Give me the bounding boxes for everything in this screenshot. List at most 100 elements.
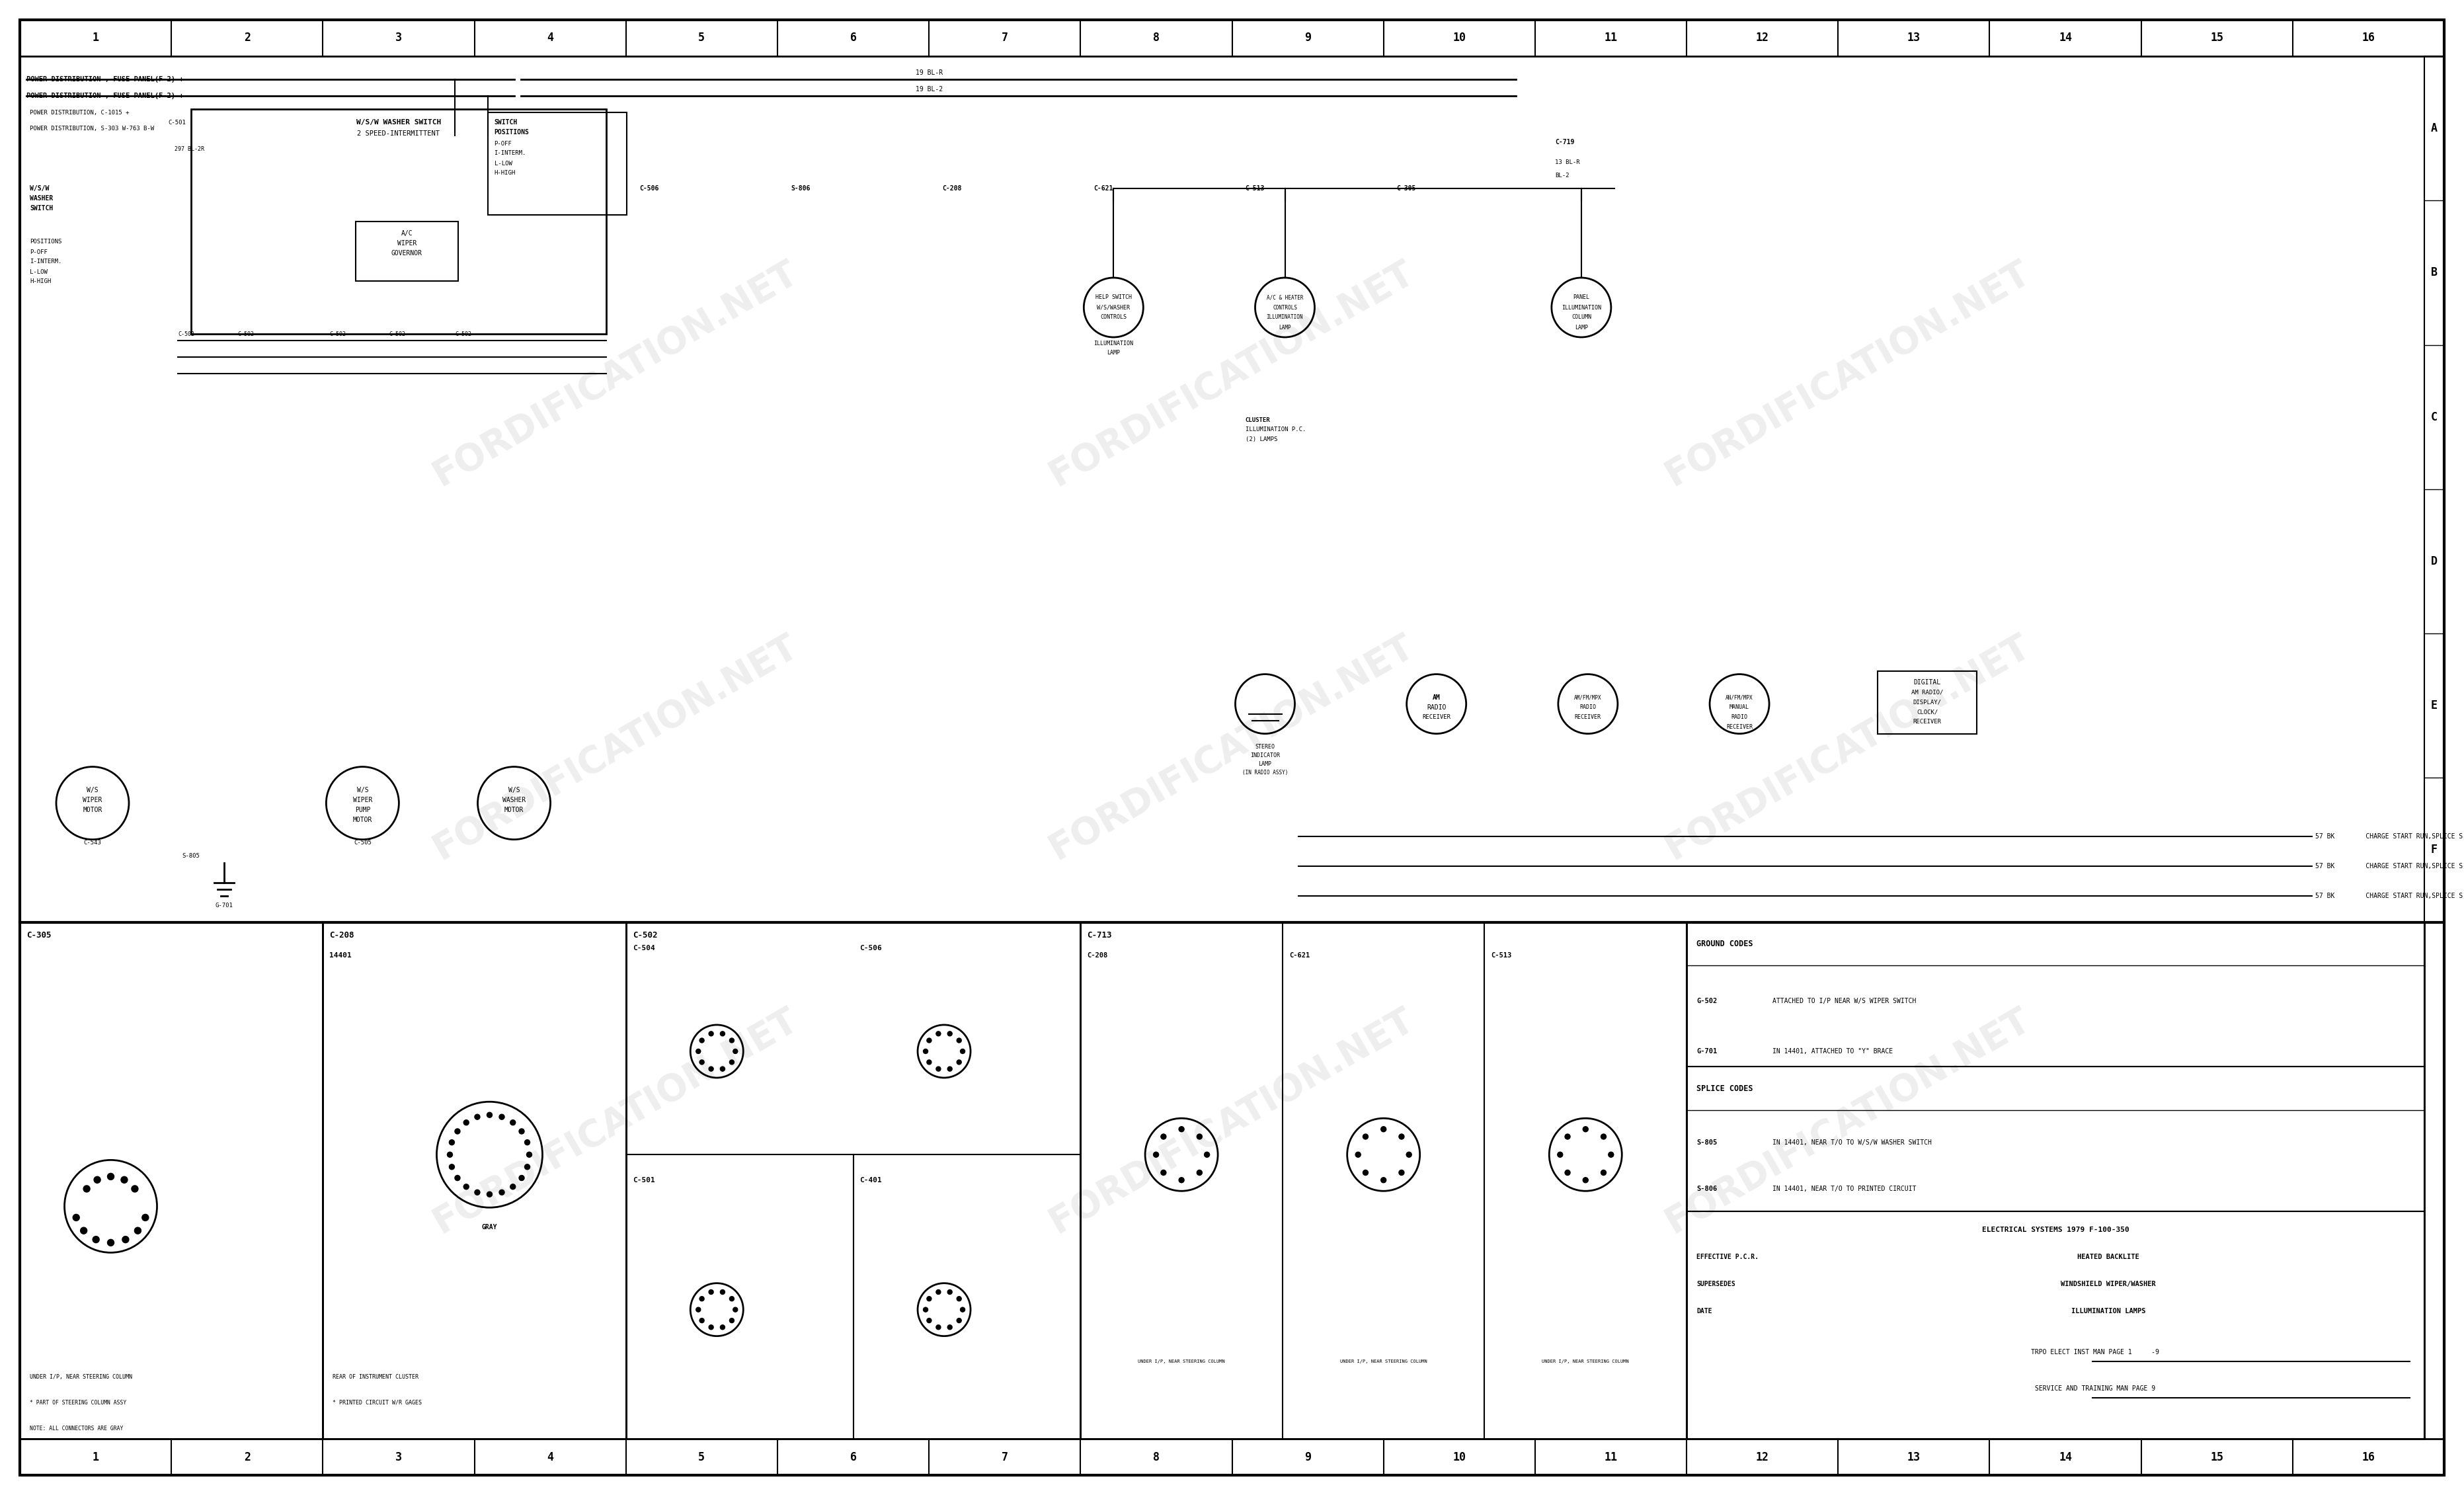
Bar bbox=[1685, 922, 2425, 1067]
Circle shape bbox=[525, 1139, 530, 1145]
Text: ILLUMINATION P.C.: ILLUMINATION P.C. bbox=[1244, 426, 1306, 432]
Text: 2: 2 bbox=[244, 1452, 251, 1464]
Text: FORDIFICATION.NET: FORDIFICATION.NET bbox=[1042, 254, 1422, 493]
Text: LAMP: LAMP bbox=[1259, 761, 1271, 767]
Bar bbox=[20, 1438, 2444, 1476]
Circle shape bbox=[729, 1296, 734, 1301]
Text: C-502: C-502 bbox=[177, 330, 195, 336]
Circle shape bbox=[1557, 1153, 1562, 1157]
Circle shape bbox=[520, 1175, 525, 1181]
Text: UNDER I/P, NEAR STEERING COLUMN: UNDER I/P, NEAR STEERING COLUMN bbox=[1340, 1359, 1427, 1363]
Circle shape bbox=[143, 1214, 148, 1221]
Text: WINDSHIELD WIPER/WASHER: WINDSHIELD WIPER/WASHER bbox=[2060, 1281, 2156, 1287]
Bar bbox=[2425, 57, 2444, 922]
Circle shape bbox=[123, 1236, 128, 1242]
Bar bbox=[192, 109, 606, 333]
Text: C-513: C-513 bbox=[1244, 185, 1264, 191]
Circle shape bbox=[1582, 1127, 1589, 1132]
Text: 13: 13 bbox=[1907, 31, 1919, 43]
Circle shape bbox=[1582, 1178, 1589, 1183]
Text: C-621: C-621 bbox=[1289, 952, 1311, 958]
Text: C-502: C-502 bbox=[389, 330, 407, 336]
Text: IN 14401, NEAR T/O TO W/S/W WASHER SWITCH: IN 14401, NEAR T/O TO W/S/W WASHER SWITC… bbox=[1772, 1139, 1932, 1145]
Text: FORDIFICATION.NET: FORDIFICATION.NET bbox=[1042, 1002, 1422, 1241]
Text: C-208: C-208 bbox=[941, 185, 961, 191]
Bar bbox=[626, 922, 1082, 1438]
Text: RECEIVER: RECEIVER bbox=[1574, 715, 1602, 721]
Circle shape bbox=[500, 1114, 505, 1120]
Circle shape bbox=[81, 1227, 86, 1233]
Text: C-208: C-208 bbox=[1087, 952, 1109, 958]
Bar bbox=[488, 112, 626, 215]
Text: C-505: C-505 bbox=[355, 840, 372, 846]
Text: C-502: C-502 bbox=[633, 931, 658, 940]
Text: G-701: G-701 bbox=[1698, 1048, 1717, 1055]
Text: IN 14401, NEAR T/O TO PRINTED CIRCUIT: IN 14401, NEAR T/O TO PRINTED CIRCUIT bbox=[1772, 1186, 1917, 1192]
Circle shape bbox=[476, 1114, 480, 1120]
Text: W/S/W: W/S/W bbox=[30, 185, 49, 191]
Text: AM RADIO/: AM RADIO/ bbox=[1912, 689, 1944, 695]
Bar bbox=[1685, 1211, 2425, 1438]
Circle shape bbox=[924, 1307, 929, 1313]
Text: DATE: DATE bbox=[1698, 1308, 1712, 1314]
Text: GOVERNOR: GOVERNOR bbox=[392, 250, 421, 257]
Circle shape bbox=[732, 1049, 737, 1054]
Text: H-HIGH: H-HIGH bbox=[495, 170, 515, 176]
Text: AM/FM/MPX: AM/FM/MPX bbox=[1574, 694, 1602, 700]
Text: C-501: C-501 bbox=[168, 120, 185, 126]
Text: F: F bbox=[2432, 845, 2437, 857]
Text: C-501: C-501 bbox=[633, 1177, 655, 1184]
Text: P-OFF: P-OFF bbox=[30, 250, 47, 254]
Text: 5: 5 bbox=[697, 1452, 705, 1464]
Text: ELECTRICAL SYSTEMS 1979 F-100-350: ELECTRICAL SYSTEMS 1979 F-100-350 bbox=[1981, 1226, 2129, 1233]
Text: HELP SWITCH: HELP SWITCH bbox=[1096, 295, 1131, 300]
Text: FORDIFICATION.NET: FORDIFICATION.NET bbox=[426, 254, 806, 493]
Text: 19 BL-2: 19 BL-2 bbox=[914, 85, 944, 93]
Circle shape bbox=[926, 1060, 931, 1064]
Text: RECEIVER: RECEIVER bbox=[1727, 724, 1752, 730]
Text: * PRINTED CIRCUIT W/R GAGES: * PRINTED CIRCUIT W/R GAGES bbox=[333, 1399, 421, 1405]
Circle shape bbox=[488, 1112, 493, 1118]
Text: RECEIVER: RECEIVER bbox=[1422, 715, 1451, 721]
Text: POSITIONS: POSITIONS bbox=[30, 238, 62, 244]
Text: S-806: S-806 bbox=[791, 185, 811, 191]
Text: C-621: C-621 bbox=[1094, 185, 1114, 191]
Circle shape bbox=[476, 1190, 480, 1195]
Text: I-INTERM.: I-INTERM. bbox=[495, 151, 527, 157]
Text: 4: 4 bbox=[547, 1452, 554, 1464]
Circle shape bbox=[926, 1296, 931, 1301]
Text: (IN RADIO ASSY): (IN RADIO ASSY) bbox=[1242, 770, 1289, 776]
Text: 2: 2 bbox=[244, 31, 251, 43]
Circle shape bbox=[936, 1290, 941, 1295]
Circle shape bbox=[1153, 1153, 1158, 1157]
Circle shape bbox=[729, 1038, 734, 1042]
Circle shape bbox=[710, 1032, 715, 1036]
Text: A: A bbox=[2432, 123, 2437, 135]
Circle shape bbox=[463, 1120, 468, 1126]
Text: RECEIVER: RECEIVER bbox=[1912, 719, 1942, 725]
Bar bbox=[1878, 671, 1976, 734]
Text: 6: 6 bbox=[850, 1452, 857, 1464]
Text: DISPLAY/: DISPLAY/ bbox=[1912, 700, 1942, 706]
Text: 12: 12 bbox=[1757, 31, 1769, 43]
Text: 297 BL-2R: 297 BL-2R bbox=[175, 147, 205, 152]
Text: 57 BK        CHARGE START RUN,SPLICE S-805: 57 BK CHARGE START RUN,SPLICE S-805 bbox=[2316, 893, 2464, 898]
Text: C-502: C-502 bbox=[456, 330, 471, 336]
Text: FORDIFICATION.NET: FORDIFICATION.NET bbox=[1658, 628, 2038, 867]
Text: FORDIFICATION.NET: FORDIFICATION.NET bbox=[1042, 628, 1422, 867]
Text: * PART OF STEERING COLUMN ASSY: * PART OF STEERING COLUMN ASSY bbox=[30, 1399, 126, 1405]
Text: SWITCH: SWITCH bbox=[495, 120, 517, 126]
Text: L-LOW: L-LOW bbox=[495, 160, 513, 166]
Text: I-INTERM.: I-INTERM. bbox=[30, 259, 62, 265]
Text: W/S: W/S bbox=[508, 786, 520, 794]
Bar bbox=[1685, 1067, 2425, 1211]
Circle shape bbox=[729, 1319, 734, 1323]
Circle shape bbox=[719, 1325, 724, 1329]
Text: 13 BL-R: 13 BL-R bbox=[1555, 158, 1579, 164]
Text: 10: 10 bbox=[1454, 31, 1466, 43]
Text: FORDIFICATION.NET: FORDIFICATION.NET bbox=[1658, 254, 2038, 493]
Text: BL-2: BL-2 bbox=[1555, 172, 1570, 178]
Circle shape bbox=[1355, 1153, 1360, 1157]
Circle shape bbox=[131, 1186, 138, 1192]
Text: 3: 3 bbox=[394, 31, 402, 43]
